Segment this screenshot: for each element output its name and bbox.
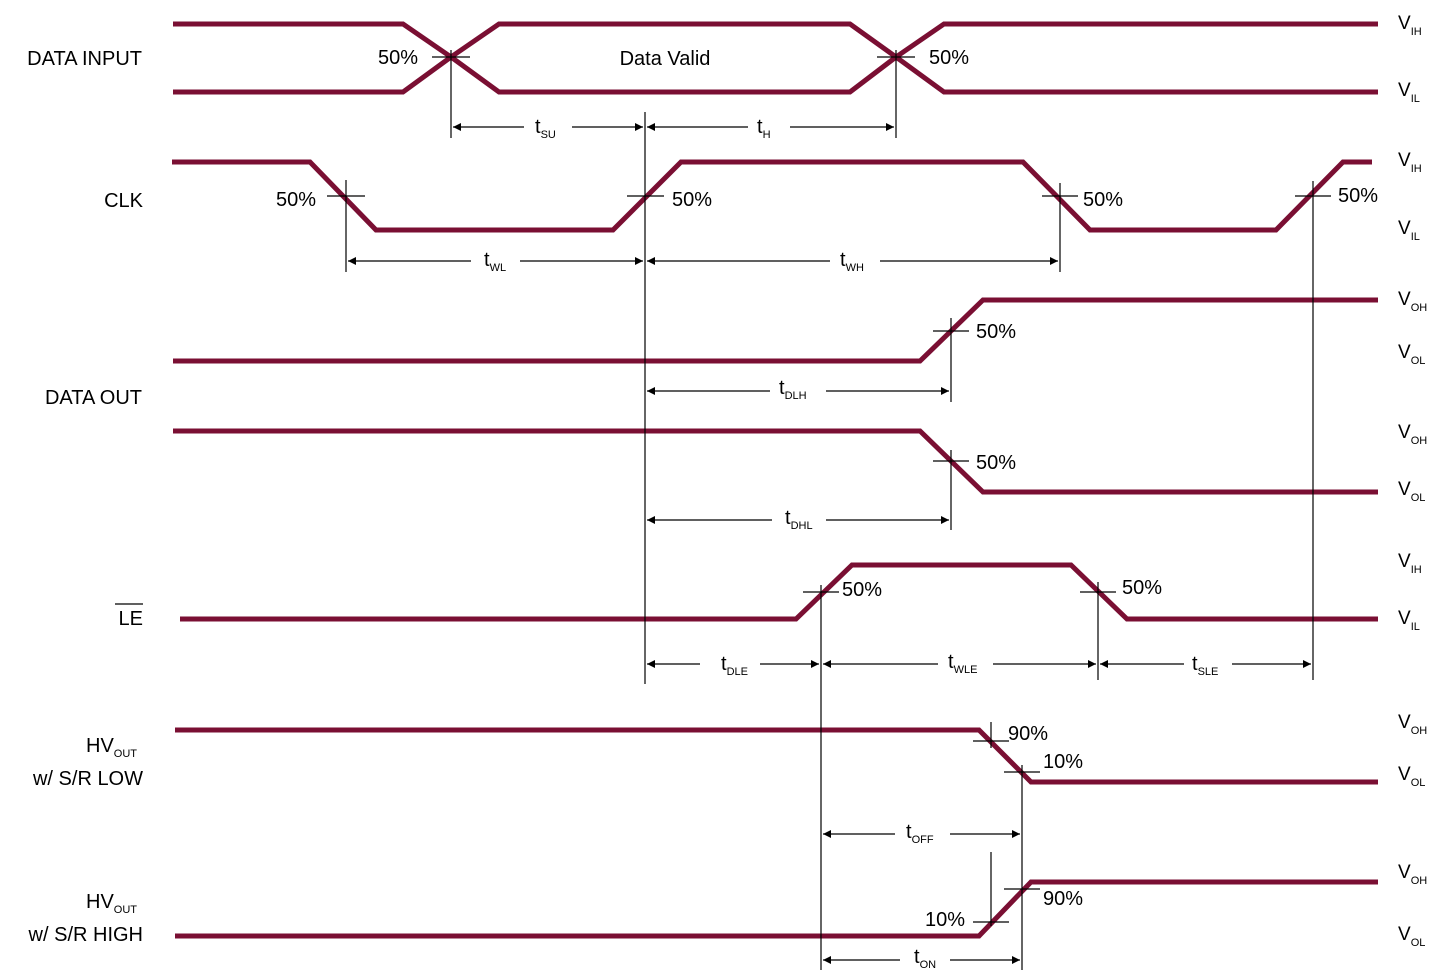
data-input-label: DATA INPUT xyxy=(27,48,142,70)
hv-out-high-condition: w/ S/R HIGH xyxy=(28,924,143,946)
pct-label: 50% xyxy=(1083,189,1123,211)
le-label: LE xyxy=(119,608,143,630)
pct-label: 50% xyxy=(976,321,1016,343)
level-voh: VOH xyxy=(1398,712,1427,737)
data-input-upper-wave xyxy=(173,21,1378,61)
waveforms xyxy=(172,21,1378,939)
pct-label: 10% xyxy=(1043,751,1083,773)
t-on-label: tON xyxy=(914,946,936,970)
t-wle-label: tWLE xyxy=(948,651,977,676)
level-vih: VIH xyxy=(1398,551,1422,576)
pct-label: 50% xyxy=(1122,577,1162,599)
pct-label: 50% xyxy=(842,579,882,601)
t-dlh-label: tDLH xyxy=(779,377,807,402)
signal-labels: DATA INPUT CLK DATA OUT LE HVOUT w/ S/R … xyxy=(27,48,143,946)
level-vih: VIH xyxy=(1398,150,1422,175)
le-wave xyxy=(180,562,1378,622)
level-vol: VOL xyxy=(1398,479,1425,504)
data-out-falling-wave xyxy=(173,428,1378,495)
data-out-label: DATA OUT xyxy=(45,387,142,409)
crossing-ticks xyxy=(327,56,1331,923)
data-valid-label: Data Valid xyxy=(620,48,711,70)
level-vol: VOL xyxy=(1398,764,1425,789)
hv-out-high-label: HVOUT xyxy=(86,891,137,916)
level-voh: VOH xyxy=(1398,289,1427,314)
clk-label: CLK xyxy=(104,190,144,212)
timing-arrows xyxy=(348,123,1311,964)
level-voh: VOH xyxy=(1398,862,1427,887)
t-dle-label: tDLE xyxy=(721,653,748,678)
reference-lines xyxy=(345,50,1314,970)
pct-label: 50% xyxy=(1338,185,1378,207)
pct-label: 90% xyxy=(1043,888,1083,910)
t-su-label: tSU xyxy=(535,116,556,141)
pct-label: 50% xyxy=(929,47,969,69)
hv-out-sr-low-wave xyxy=(175,727,1378,785)
t-dhl-label: tDHL xyxy=(785,507,813,532)
pct-label: 50% xyxy=(976,452,1016,474)
t-wh-label: tWH xyxy=(840,249,864,274)
hv-out-sr-high-wave xyxy=(175,879,1378,939)
hv-out-low-label: HVOUT xyxy=(86,735,137,760)
level-vol: VOL xyxy=(1398,342,1425,367)
pct-label: 50% xyxy=(276,189,316,211)
t-sle-label: tSLE xyxy=(1192,653,1218,678)
level-labels: VIH VIL VIH VIL VOH VOL VOH VOL VIH VIL … xyxy=(1398,13,1427,949)
level-vol: VOL xyxy=(1398,924,1425,949)
pct-label: 50% xyxy=(378,47,418,69)
hv-out-low-condition: w/ S/R LOW xyxy=(32,768,143,790)
pct-label: 90% xyxy=(1008,723,1048,745)
pct-label: 50% xyxy=(672,189,712,211)
data-out-rising-wave xyxy=(173,297,1378,364)
level-voh: VOH xyxy=(1398,422,1427,447)
data-input-lower-wave xyxy=(173,53,1378,95)
t-off-label: tOFF xyxy=(906,821,934,846)
level-vil: VIL xyxy=(1398,218,1420,243)
level-vil: VIL xyxy=(1398,80,1420,105)
level-vil: VIL xyxy=(1398,608,1420,633)
t-wl-label: tWL xyxy=(484,249,506,274)
pct-label: 10% xyxy=(925,909,965,931)
percentage-labels: 50% 50% 50% 50% 50% 50% 50% 50% 50% 50% … xyxy=(276,47,1378,931)
t-h-label: tH xyxy=(757,116,771,141)
timing-labels: tSU tH tWL tWH tDLH tDHL tDLE tWLE tSLE … xyxy=(484,116,1218,970)
level-vih: VIH xyxy=(1398,13,1422,38)
